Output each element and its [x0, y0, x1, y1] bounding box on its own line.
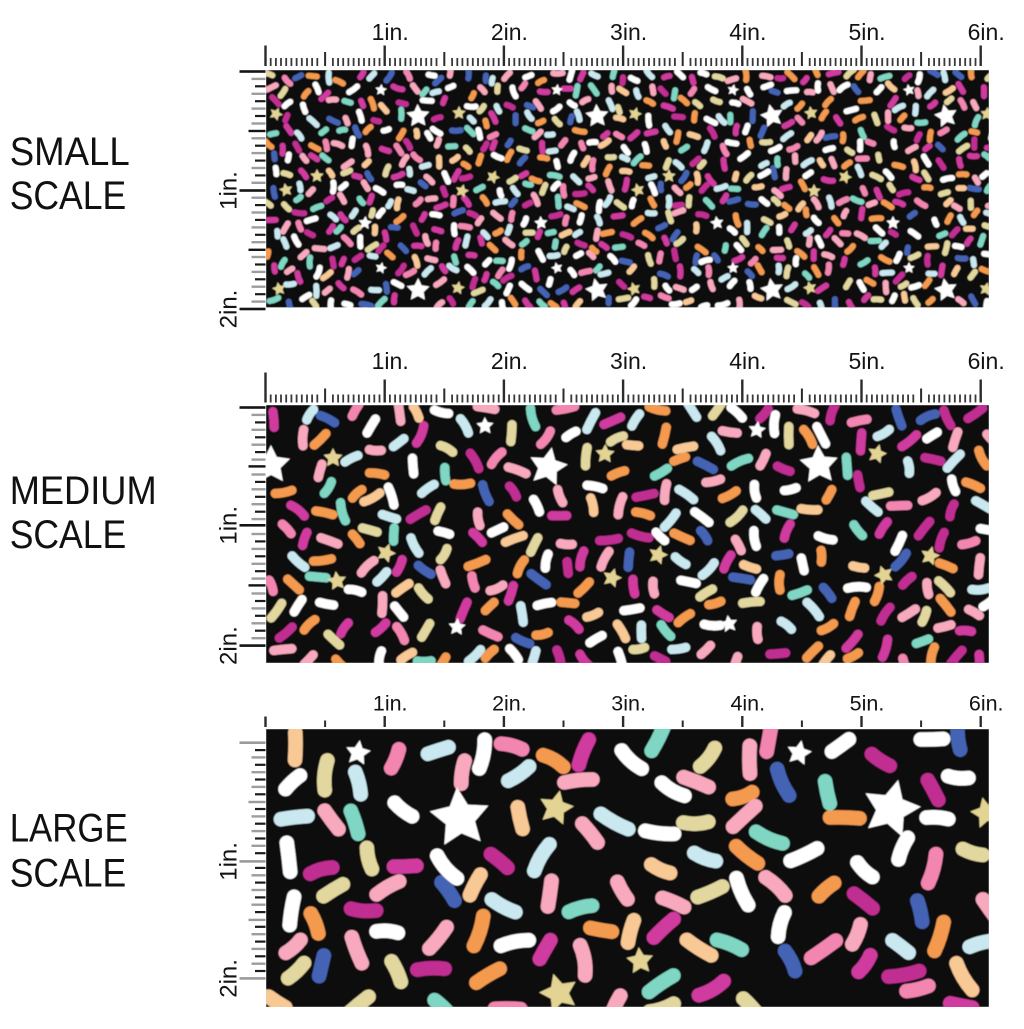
svg-text:2in.: 2in.: [216, 626, 243, 665]
svg-text:6in.: 6in.: [969, 692, 1004, 716]
svg-text:2in.: 2in.: [491, 19, 528, 45]
svg-text:1in.: 1in.: [216, 506, 243, 545]
svg-text:2in.: 2in.: [492, 692, 527, 716]
svg-text:SCALE: SCALE: [10, 174, 127, 218]
svg-text:5in.: 5in.: [850, 692, 885, 716]
svg-text:2in.: 2in.: [216, 290, 243, 329]
svg-text:4in.: 4in.: [730, 692, 765, 716]
svg-text:1in.: 1in.: [372, 19, 409, 45]
svg-text:6in.: 6in.: [968, 348, 1005, 374]
svg-text:LARGE: LARGE: [10, 807, 128, 851]
svg-text:1in.: 1in.: [372, 348, 409, 374]
svg-text:2in.: 2in.: [491, 348, 528, 374]
svg-text:6in.: 6in.: [968, 19, 1005, 45]
svg-text:1in.: 1in.: [216, 842, 243, 881]
svg-text:4in.: 4in.: [729, 19, 766, 45]
svg-text:MEDIUM: MEDIUM: [10, 469, 157, 513]
svg-text:3in.: 3in.: [610, 19, 647, 45]
svg-text:5in.: 5in.: [848, 19, 885, 45]
svg-text:3in.: 3in.: [611, 692, 646, 716]
svg-text:2in.: 2in.: [216, 959, 243, 998]
svg-text:SCALE: SCALE: [10, 513, 127, 557]
svg-text:4in.: 4in.: [729, 348, 766, 374]
svg-text:SMALL: SMALL: [10, 130, 130, 174]
svg-text:1in.: 1in.: [373, 692, 408, 716]
svg-text:SCALE: SCALE: [10, 851, 127, 895]
svg-text:3in.: 3in.: [610, 348, 647, 374]
svg-text:5in.: 5in.: [848, 348, 885, 374]
svg-text:1in.: 1in.: [216, 171, 243, 210]
